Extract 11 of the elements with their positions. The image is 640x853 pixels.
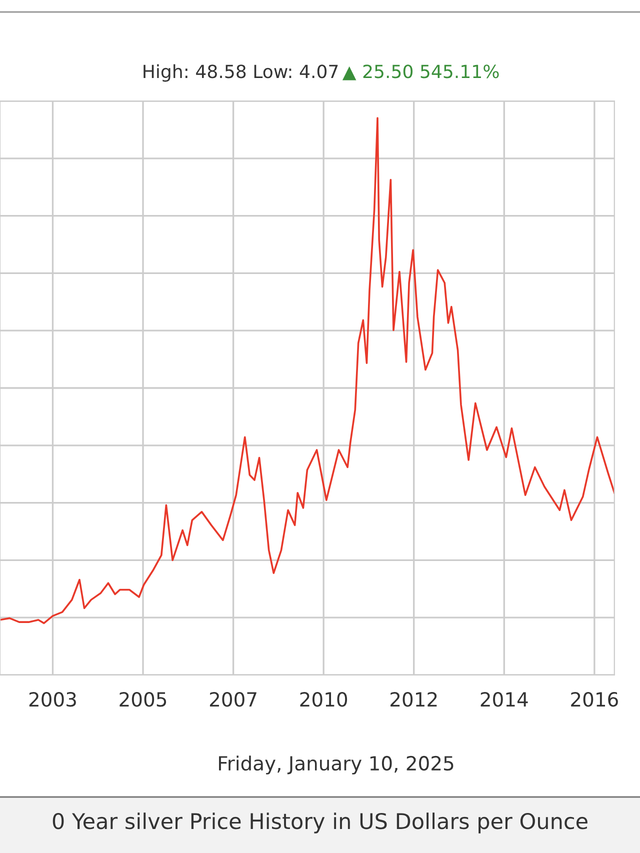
x-tick-label: 2012 bbox=[390, 692, 437, 707]
text: 0 Year silver Price History in US Dollars per Ounce bbox=[52, 812, 588, 834]
x-tick-label: 2010 bbox=[300, 692, 348, 707]
x-axis-title: Friday, January 10, 2025 bbox=[219, 756, 454, 774]
text: ▲ 25.50 545.11% bbox=[342, 64, 499, 80]
x-tick-label: 2016 bbox=[571, 692, 618, 707]
x-tick-label: 2003 bbox=[29, 692, 76, 707]
x-tick-label: 2014 bbox=[480, 692, 528, 707]
x-tick-label: 2005 bbox=[120, 692, 166, 707]
chart-subtitle: High: 48.58 Low: 4.07 bbox=[144, 64, 338, 82]
x-tick-label: 2007 bbox=[210, 692, 256, 707]
